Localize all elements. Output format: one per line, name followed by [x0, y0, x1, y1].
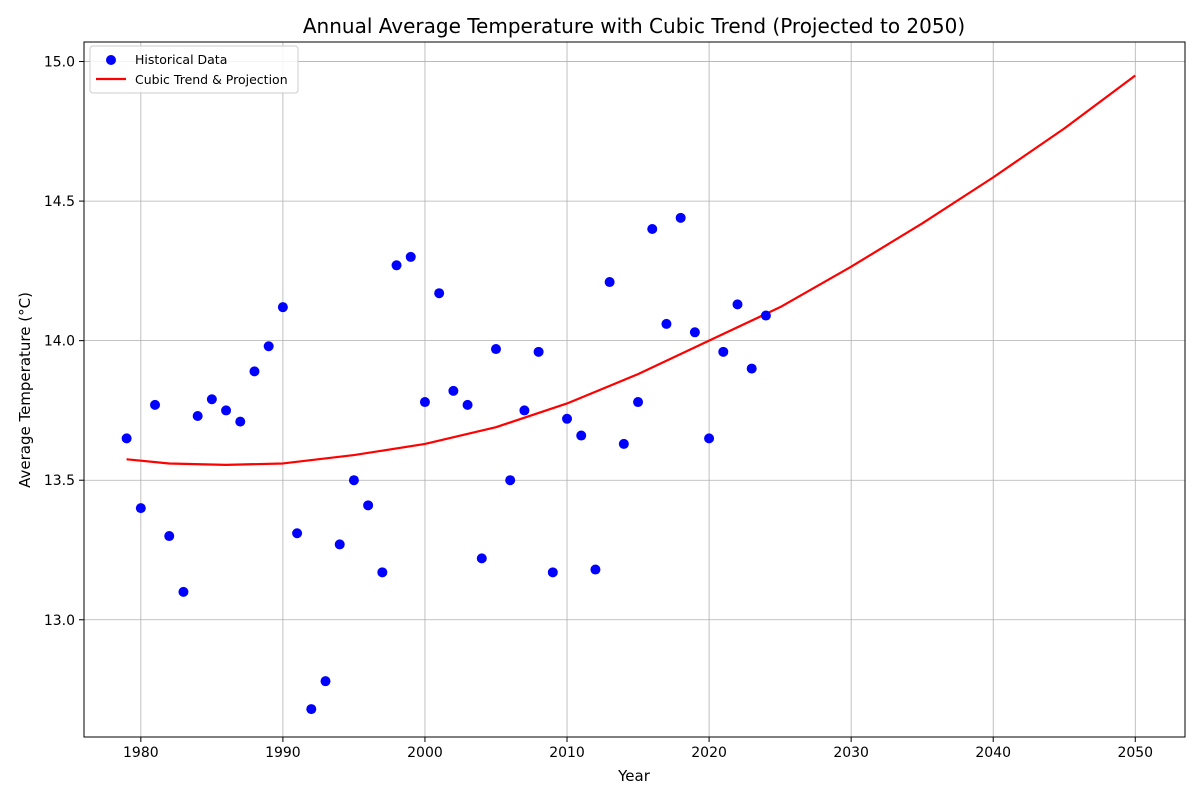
- data-point: [277, 302, 288, 313]
- data-point: [164, 531, 175, 542]
- data-point: [562, 413, 573, 424]
- data-point: [661, 318, 672, 329]
- legend-marker-historical: [106, 55, 116, 65]
- data-point: [206, 394, 217, 405]
- data-point: [434, 288, 445, 299]
- x-axis-title: Year: [617, 767, 651, 785]
- data-point: [462, 399, 473, 410]
- axes: 1980 1990 2000 2010 2020 2030 2040 2050 13.0 13.5…: [44, 41, 1186, 761]
- y-tick-label: 14.5: [44, 194, 75, 210]
- data-point: [334, 539, 345, 550]
- data-point: [533, 346, 544, 357]
- data-point: [178, 586, 189, 597]
- x-tick-label: 2030: [833, 745, 869, 761]
- legend-label-historical: Historical Data: [135, 52, 227, 67]
- y-axis-title: Average Temperature (°C): [16, 292, 34, 488]
- data-point: [192, 411, 203, 422]
- data-point: [704, 433, 715, 444]
- legend-box: [89, 45, 299, 94]
- data-point: [547, 567, 558, 578]
- data-point: [519, 405, 530, 416]
- grid: [84, 42, 1185, 737]
- data-point: [249, 366, 260, 377]
- data-point: [718, 346, 729, 357]
- data-point: [263, 341, 274, 352]
- data-point: [320, 676, 331, 687]
- data-point: [618, 438, 629, 449]
- data-point: [121, 433, 132, 444]
- data-point: [348, 475, 359, 486]
- x-tick-label: 2050: [1117, 745, 1153, 761]
- data-point: [419, 397, 430, 408]
- data-point: [150, 399, 161, 410]
- data-point: [476, 553, 487, 564]
- data-point: [647, 224, 658, 235]
- x-tick-label: 2020: [691, 745, 727, 761]
- data-point: [675, 212, 686, 223]
- trend-line: [126, 74, 1136, 466]
- plot-frame: [83, 41, 1186, 738]
- legend: Historical Data Cubic Trend & Projection: [89, 45, 299, 94]
- data-point: [405, 251, 416, 262]
- y-tick-label: 13.0: [44, 613, 75, 629]
- data-point: [760, 310, 771, 321]
- data-point: [633, 397, 644, 408]
- trend-line-layer: [126, 74, 1136, 466]
- x-tick-label: 1990: [265, 745, 301, 761]
- data-point: [490, 344, 501, 355]
- data-point: [363, 500, 374, 511]
- data-point: [235, 416, 246, 427]
- data-point: [391, 260, 402, 271]
- data-point: [221, 405, 232, 416]
- y-tick-label: 13.5: [44, 473, 75, 489]
- data-point: [306, 704, 317, 715]
- data-point: [377, 567, 388, 578]
- data-point: [576, 430, 587, 441]
- data-point: [505, 475, 516, 486]
- scatter-points-layer: [121, 212, 771, 715]
- chart-title: Annual Average Temperature with Cubic Tr…: [303, 14, 965, 38]
- data-point: [689, 327, 700, 338]
- x-tick-label: 2040: [975, 745, 1011, 761]
- x-tick-label: 2010: [549, 745, 585, 761]
- data-point: [604, 277, 615, 288]
- data-point: [135, 503, 146, 514]
- data-point: [590, 564, 601, 575]
- data-point: [292, 528, 303, 539]
- legend-label-trend: Cubic Trend & Projection: [135, 72, 288, 87]
- data-point: [448, 385, 459, 396]
- y-tick-label: 15.0: [44, 55, 75, 71]
- x-tick-label: 2000: [407, 745, 443, 761]
- data-point: [732, 299, 743, 310]
- x-tick-label: 1980: [123, 745, 159, 761]
- y-tick-label: 14.0: [44, 334, 75, 350]
- data-point: [746, 363, 757, 374]
